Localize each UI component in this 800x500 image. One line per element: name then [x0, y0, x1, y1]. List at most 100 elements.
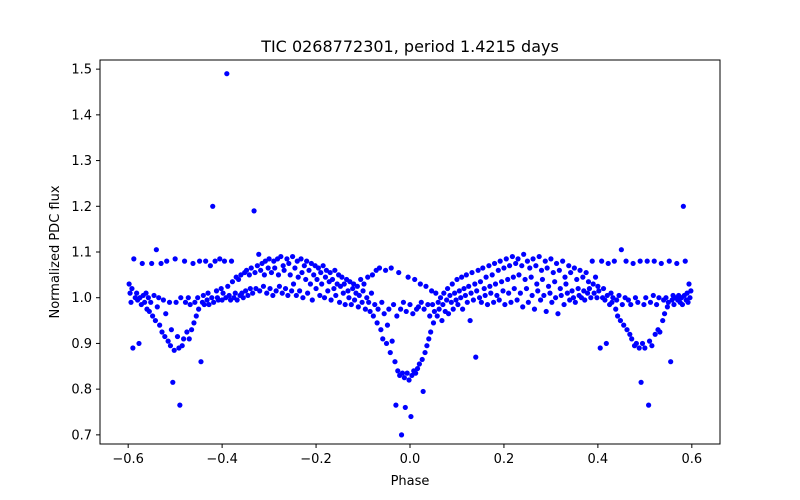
data-point — [494, 292, 500, 299]
data-point — [232, 290, 238, 296]
data-point — [205, 290, 211, 296]
data-point — [461, 285, 467, 292]
data-point — [602, 297, 608, 303]
data-point — [480, 265, 486, 271]
data-point — [257, 288, 263, 294]
data-point — [454, 276, 460, 283]
data-point — [301, 263, 307, 269]
data-point — [390, 301, 397, 308]
data-point — [168, 327, 174, 333]
data-point — [447, 292, 453, 299]
x-tick-label: −0.2 — [300, 452, 332, 467]
data-point — [361, 281, 367, 287]
data-point — [428, 329, 434, 335]
y-tick-label: 1.3 — [71, 154, 92, 169]
data-point — [604, 292, 610, 299]
data-point — [164, 258, 170, 264]
data-point — [386, 306, 392, 312]
data-point — [165, 338, 171, 344]
y-tick-label: 1.0 — [71, 291, 92, 306]
data-point — [476, 295, 483, 301]
data-point — [251, 208, 257, 214]
y-tick-label: 0.9 — [71, 337, 92, 352]
data-point — [434, 313, 440, 319]
data-point — [656, 295, 662, 301]
data-point — [449, 281, 455, 287]
data-point — [603, 340, 609, 347]
data-point — [152, 317, 159, 324]
data-point — [382, 267, 389, 273]
data-point — [513, 260, 519, 267]
data-point — [663, 295, 669, 301]
data-point — [178, 295, 184, 301]
data-point — [186, 336, 192, 342]
data-point — [498, 279, 505, 285]
data-point — [496, 297, 502, 303]
data-point — [401, 375, 407, 381]
data-point — [393, 402, 399, 408]
data-point — [627, 331, 633, 337]
data-point — [630, 260, 636, 267]
data-point — [475, 267, 481, 273]
data-point — [506, 263, 513, 269]
data-point — [246, 272, 252, 278]
data-point — [339, 274, 345, 280]
data-point — [261, 272, 267, 278]
data-point — [538, 267, 545, 273]
plot-area-frame — [99, 59, 721, 445]
data-point — [174, 333, 181, 340]
data-point — [483, 274, 489, 280]
data-point — [226, 292, 232, 299]
data-point — [379, 299, 385, 305]
data-point — [469, 269, 475, 276]
data-point — [376, 265, 383, 271]
data-point — [220, 290, 226, 296]
data-point — [331, 285, 337, 292]
data-point — [281, 267, 287, 273]
data-point — [637, 258, 643, 264]
y-axis-ticks: 0.7 0.8 0.9 1.0 1.1 1.2 1.3 1.4 1.5 — [71, 63, 100, 443]
data-point — [409, 372, 415, 379]
data-point — [665, 299, 671, 305]
data-point — [347, 279, 353, 285]
data-point — [543, 308, 549, 315]
data-point — [156, 295, 162, 301]
data-point — [520, 304, 526, 310]
data-point — [417, 281, 423, 287]
data-point — [360, 288, 366, 294]
data-point — [213, 288, 220, 294]
data-point — [212, 258, 218, 264]
data-point — [427, 313, 433, 319]
data-point — [210, 203, 216, 209]
data-point — [355, 304, 361, 310]
y-axis-label: Normalized PDC flux — [48, 185, 63, 318]
data-point — [404, 370, 410, 376]
data-point — [209, 295, 215, 301]
data-point — [567, 297, 573, 303]
data-point — [188, 327, 195, 333]
data-point — [218, 285, 224, 292]
data-point — [275, 272, 282, 278]
data-point — [383, 340, 390, 347]
data-point — [295, 274, 301, 280]
data-point — [318, 269, 324, 276]
data-point — [470, 297, 477, 303]
data-point — [569, 288, 575, 294]
data-point — [271, 258, 277, 264]
data-point — [345, 288, 351, 294]
data-point — [299, 269, 305, 276]
data-point — [414, 365, 421, 372]
chart-title: TIC 0268772301, period 1.4215 days — [260, 37, 559, 56]
data-point — [522, 276, 528, 283]
data-point — [614, 297, 620, 303]
data-point — [463, 272, 469, 278]
data-point — [362, 306, 368, 312]
data-point — [247, 285, 253, 292]
data-point — [196, 258, 203, 264]
data-point — [508, 299, 514, 305]
data-point — [160, 297, 167, 303]
data-point — [473, 354, 479, 360]
data-point — [252, 269, 258, 276]
x-axis-label: Phase — [391, 474, 430, 489]
data-point — [196, 306, 202, 312]
